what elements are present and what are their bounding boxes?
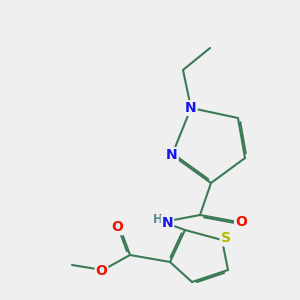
- Text: O: O: [96, 264, 107, 278]
- Text: N: N: [162, 216, 173, 230]
- Text: S: S: [220, 232, 231, 245]
- Text: O: O: [111, 220, 123, 234]
- Text: N: N: [166, 148, 178, 162]
- Text: H: H: [153, 213, 163, 226]
- Text: O: O: [235, 215, 247, 229]
- Text: N: N: [185, 101, 197, 115]
